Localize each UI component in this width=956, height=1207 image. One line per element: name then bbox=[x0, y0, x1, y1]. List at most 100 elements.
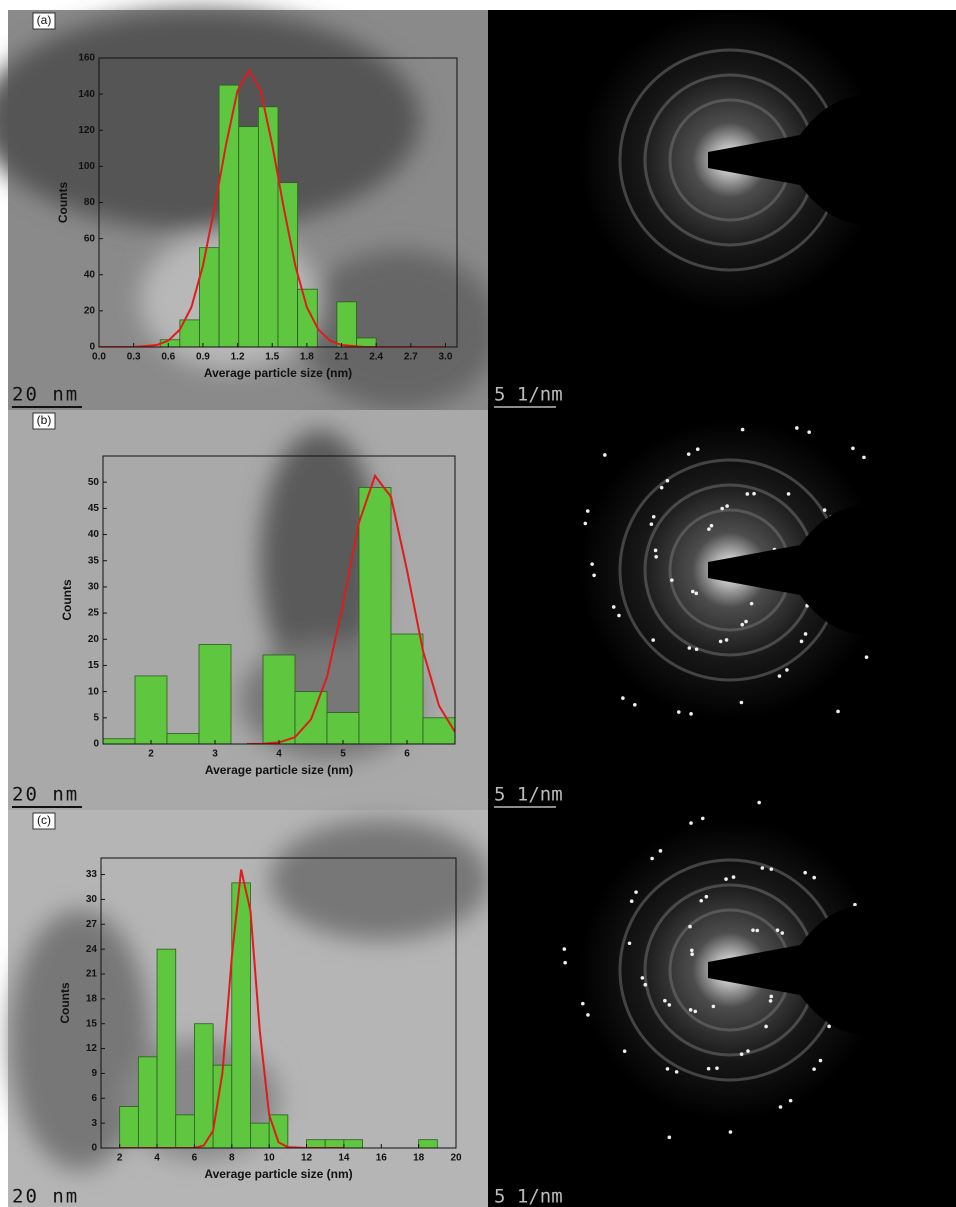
spot bbox=[623, 1049, 627, 1053]
spot bbox=[851, 446, 855, 450]
spot bbox=[696, 447, 700, 451]
x-tick-label: 3.0 bbox=[438, 352, 452, 363]
y-tick-label: 0 bbox=[91, 1143, 97, 1154]
spot bbox=[690, 952, 694, 956]
y-tick-label: 0 bbox=[89, 342, 95, 353]
spot bbox=[836, 710, 840, 714]
x-tick-label: 20 bbox=[450, 1153, 462, 1164]
y-tick-label: 10 bbox=[88, 686, 100, 697]
x-axis-label: Average particle size (nm) bbox=[205, 763, 353, 777]
y-tick-label: 5 bbox=[93, 712, 99, 723]
scale-bar-label: 20 nm bbox=[12, 1186, 79, 1207]
spot bbox=[668, 1136, 672, 1140]
y-tick-label: 60 bbox=[84, 233, 96, 244]
spot bbox=[612, 605, 616, 609]
y-tick-label: 6 bbox=[91, 1093, 97, 1104]
spot bbox=[707, 1067, 711, 1071]
spot bbox=[807, 430, 811, 434]
scale-bar-label: 5 1/nm bbox=[494, 384, 563, 406]
scale-bar-label: 5 1/nm bbox=[494, 1186, 563, 1207]
spot bbox=[584, 522, 588, 526]
y-tick-label: 9 bbox=[91, 1068, 97, 1079]
y-tick-label: 0 bbox=[93, 739, 99, 750]
backgrounds bbox=[0, 10, 956, 1207]
spot bbox=[590, 562, 594, 566]
bar bbox=[250, 1123, 269, 1148]
y-axis-label: Counts bbox=[60, 579, 74, 621]
x-tick-label: 2 bbox=[117, 1153, 123, 1164]
spot bbox=[633, 703, 637, 707]
spot bbox=[701, 817, 705, 821]
spot bbox=[741, 428, 745, 432]
spot bbox=[654, 555, 658, 559]
x-tick-label: 4 bbox=[276, 749, 282, 760]
spot bbox=[776, 928, 780, 932]
bar bbox=[199, 645, 231, 744]
spot bbox=[740, 1052, 744, 1056]
spot bbox=[652, 515, 656, 519]
scale-bar-label: 20 nm bbox=[12, 384, 79, 406]
x-tick-label: 14 bbox=[338, 1153, 350, 1164]
spot bbox=[563, 961, 567, 965]
y-axis-label: Counts bbox=[58, 982, 72, 1024]
spot bbox=[787, 492, 791, 496]
spot bbox=[650, 857, 654, 861]
spot bbox=[688, 925, 692, 929]
bar bbox=[298, 289, 318, 347]
y-tick-label: 33 bbox=[86, 869, 98, 880]
spot bbox=[694, 592, 698, 596]
spot bbox=[634, 890, 638, 894]
spot bbox=[761, 866, 765, 870]
bar bbox=[344, 1140, 363, 1148]
spot bbox=[744, 620, 748, 624]
bar bbox=[325, 1140, 344, 1148]
y-tick-label: 20 bbox=[88, 634, 100, 645]
spot bbox=[563, 947, 567, 951]
spot bbox=[695, 647, 699, 651]
x-axis-label: Average particle size (nm) bbox=[204, 366, 352, 380]
panel-label: (b) bbox=[37, 413, 52, 427]
spot bbox=[689, 821, 693, 825]
y-tick-label: 50 bbox=[88, 477, 100, 488]
spot bbox=[725, 504, 729, 508]
x-tick-label: 5 bbox=[340, 749, 346, 760]
spot bbox=[812, 876, 816, 880]
x-tick-label: 0.9 bbox=[196, 352, 210, 363]
y-tick-label: 120 bbox=[78, 125, 95, 136]
bar bbox=[138, 1057, 157, 1148]
spot bbox=[690, 948, 694, 952]
spot bbox=[666, 479, 670, 483]
scale-bar-label: 5 1/nm bbox=[494, 784, 563, 806]
bar bbox=[359, 487, 391, 744]
y-tick-label: 21 bbox=[86, 969, 98, 980]
y-tick-label: 80 bbox=[84, 197, 96, 208]
spot bbox=[800, 640, 804, 644]
bar bbox=[157, 949, 176, 1148]
y-tick-label: 45 bbox=[88, 503, 100, 514]
spot bbox=[670, 578, 674, 582]
y-tick-label: 40 bbox=[88, 529, 100, 540]
spot bbox=[705, 895, 709, 899]
y-tick-label: 25 bbox=[88, 608, 100, 619]
y-tick-label: 15 bbox=[86, 1018, 98, 1029]
diffraction-images bbox=[488, 10, 956, 1207]
spot bbox=[628, 941, 632, 945]
spot bbox=[586, 1013, 590, 1017]
y-tick-label: 160 bbox=[78, 53, 95, 64]
y-tick-label: 15 bbox=[88, 660, 100, 671]
spot bbox=[803, 871, 807, 875]
spot bbox=[715, 1066, 719, 1070]
x-tick-label: 1.8 bbox=[300, 352, 314, 363]
x-tick-label: 1.5 bbox=[265, 352, 279, 363]
spot bbox=[651, 638, 655, 642]
spot bbox=[707, 527, 711, 531]
bar bbox=[391, 634, 423, 744]
x-tick-label: 10 bbox=[264, 1153, 276, 1164]
spot bbox=[668, 1003, 672, 1007]
bar bbox=[263, 655, 295, 744]
spot bbox=[827, 1025, 831, 1029]
spot bbox=[789, 1099, 793, 1103]
y-axis-label: Counts bbox=[56, 182, 70, 224]
spot bbox=[641, 976, 645, 980]
y-tick-label: 12 bbox=[86, 1043, 98, 1054]
